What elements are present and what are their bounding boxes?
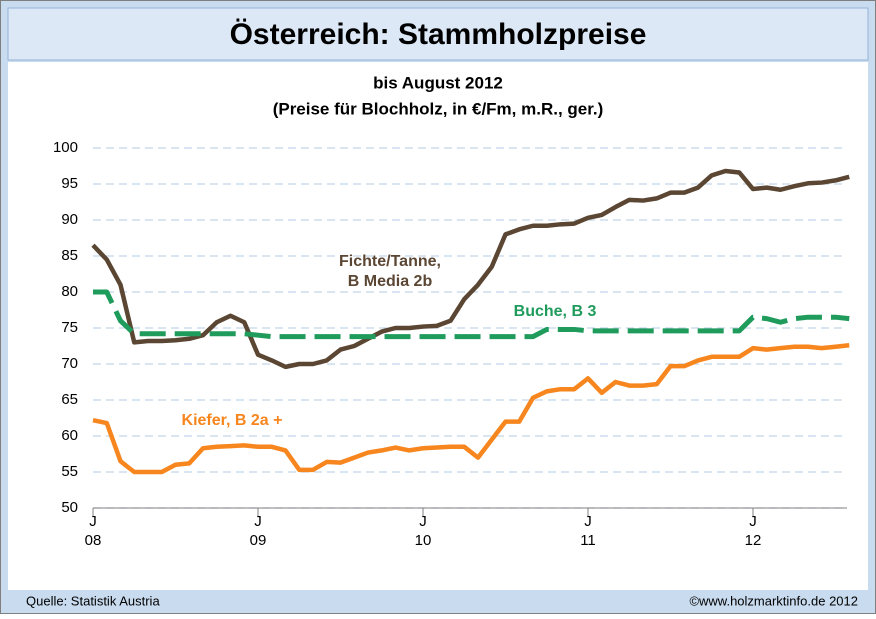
y-tick-label: 70 xyxy=(61,355,78,372)
x-tick-label: J 10 xyxy=(415,513,432,549)
footer-source: Quelle: Statistik Austria xyxy=(26,593,160,608)
x-tick-label: J 12 xyxy=(745,513,762,549)
series-label: Fichte/Tanne, B Media 2b xyxy=(339,253,441,290)
footer-copyright: ©www.holzmarktinfo.de 2012 xyxy=(689,593,858,608)
series-label: Buche, B 3 xyxy=(514,303,597,320)
x-tick-label: J 09 xyxy=(250,513,267,549)
y-tick-label: 60 xyxy=(61,427,78,444)
y-tick-label: 75 xyxy=(61,319,78,336)
y-tick-label: 100 xyxy=(53,139,78,156)
series-line xyxy=(93,289,850,340)
series-line xyxy=(92,343,850,475)
x-tick-label: J 11 xyxy=(580,513,596,549)
y-tick-label: 80 xyxy=(61,283,78,300)
y-tick-label: 90 xyxy=(61,211,78,228)
x-tick-label: J 08 xyxy=(85,513,102,549)
series-line xyxy=(91,168,850,370)
y-tick-label: 55 xyxy=(61,463,78,480)
y-tick-label: 50 xyxy=(61,499,78,516)
series-label: Kiefer, B 2a + xyxy=(182,412,283,429)
subtitle: bis August 2012 xyxy=(373,73,503,92)
y-tick-label: 95 xyxy=(61,175,78,192)
chart-title: Österreich: Stammholzpreise xyxy=(230,18,647,51)
subtitle: (Preise für Blochholz, in €/Fm, m.R., ge… xyxy=(273,99,604,118)
y-tick-label: 85 xyxy=(61,247,78,264)
y-tick-label: 65 xyxy=(61,391,78,408)
title-box xyxy=(7,7,869,61)
